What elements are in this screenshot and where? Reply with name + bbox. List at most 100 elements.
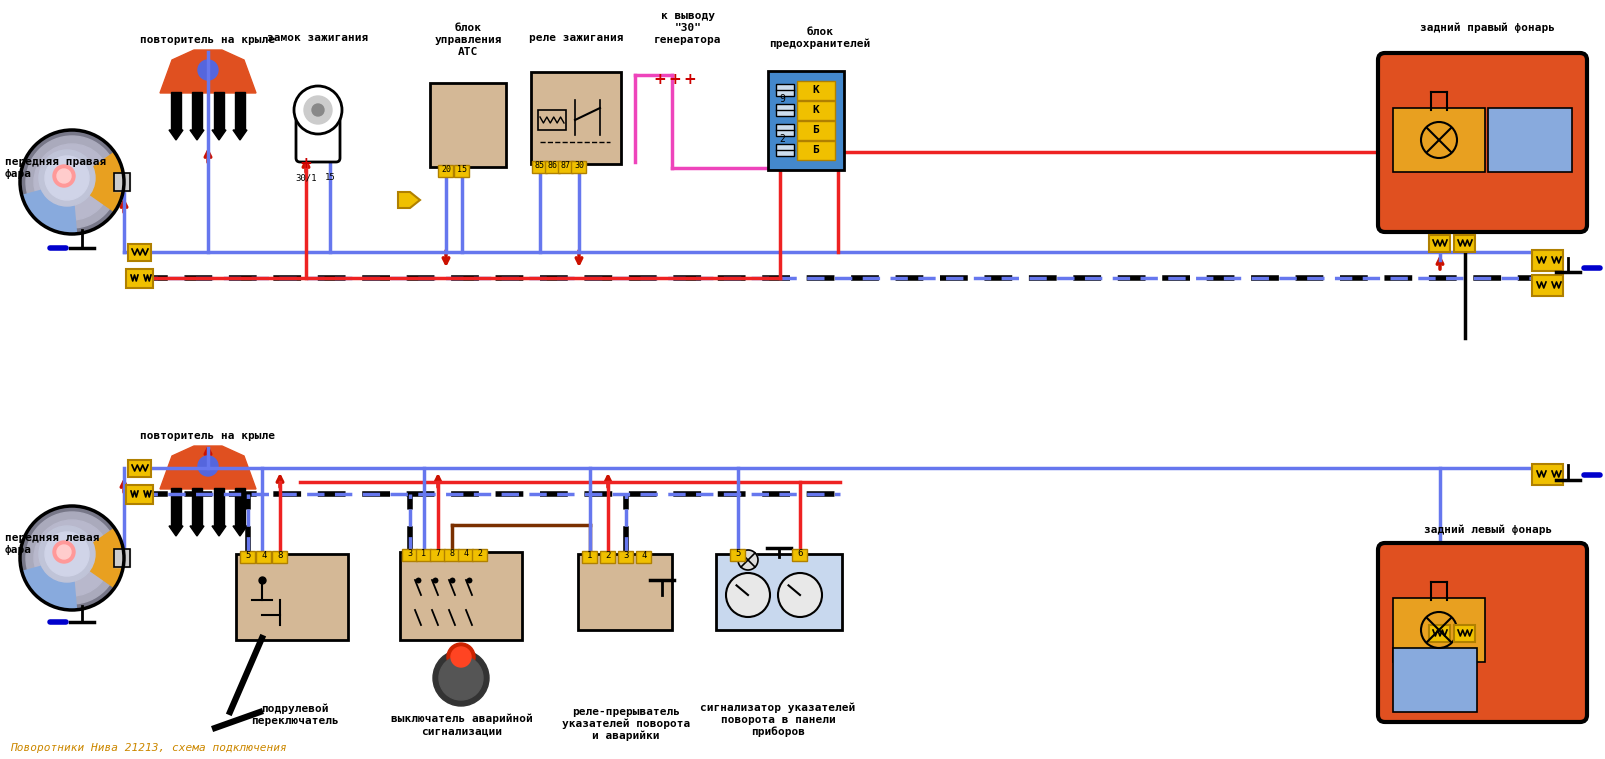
FancyBboxPatch shape	[796, 101, 835, 120]
Text: К: К	[812, 85, 819, 95]
FancyBboxPatch shape	[445, 549, 459, 560]
Wedge shape	[22, 182, 77, 234]
FancyBboxPatch shape	[730, 549, 745, 560]
FancyBboxPatch shape	[1392, 648, 1477, 712]
FancyBboxPatch shape	[128, 459, 151, 477]
Text: 1: 1	[587, 552, 592, 560]
FancyBboxPatch shape	[767, 71, 844, 170]
Polygon shape	[169, 526, 183, 536]
Text: 3: 3	[623, 552, 628, 560]
FancyBboxPatch shape	[457, 549, 473, 560]
Text: Б: Б	[812, 125, 819, 135]
Bar	[234, 488, 246, 526]
Circle shape	[45, 156, 88, 200]
FancyBboxPatch shape	[1531, 464, 1563, 484]
Bar	[775, 84, 793, 96]
Text: 20: 20	[441, 165, 451, 175]
Bar	[114, 549, 130, 567]
Text: подрулевой
переключатель: подрулевой переключатель	[250, 704, 339, 726]
Text: 9: 9	[778, 94, 785, 104]
Bar	[538, 110, 565, 130]
FancyBboxPatch shape	[791, 549, 807, 560]
Text: 30/1: 30/1	[295, 174, 316, 182]
FancyBboxPatch shape	[430, 83, 506, 167]
Circle shape	[45, 532, 88, 576]
FancyBboxPatch shape	[1488, 108, 1571, 172]
Text: реле зажигания: реле зажигания	[528, 33, 623, 43]
Text: сигнализатор указателей
поворота в панели
приборов: сигнализатор указателей поворота в панел…	[700, 703, 855, 737]
Bar	[234, 92, 246, 130]
Text: +: +	[668, 73, 681, 87]
FancyBboxPatch shape	[1428, 235, 1449, 251]
FancyBboxPatch shape	[578, 554, 671, 630]
Bar	[775, 144, 793, 156]
Bar	[114, 173, 130, 191]
FancyBboxPatch shape	[1454, 625, 1475, 641]
Wedge shape	[72, 152, 124, 212]
FancyBboxPatch shape	[454, 165, 469, 177]
Polygon shape	[233, 526, 247, 536]
Text: 2: 2	[778, 134, 785, 144]
Bar	[170, 92, 181, 130]
FancyBboxPatch shape	[583, 550, 597, 562]
Text: 15: 15	[457, 165, 467, 175]
Text: 5: 5	[246, 552, 250, 560]
Polygon shape	[160, 50, 255, 93]
Circle shape	[39, 150, 95, 206]
FancyBboxPatch shape	[430, 549, 445, 560]
Circle shape	[446, 643, 475, 671]
Text: 8: 8	[449, 550, 454, 559]
FancyBboxPatch shape	[257, 550, 271, 562]
FancyBboxPatch shape	[600, 550, 615, 562]
Text: 2: 2	[605, 552, 610, 560]
FancyBboxPatch shape	[716, 554, 841, 630]
Text: К: К	[812, 105, 819, 115]
FancyBboxPatch shape	[636, 550, 652, 562]
FancyBboxPatch shape	[438, 165, 453, 177]
Circle shape	[53, 165, 75, 187]
Polygon shape	[398, 192, 421, 208]
Text: замок зажигания: замок зажигания	[266, 33, 369, 43]
FancyBboxPatch shape	[416, 549, 432, 560]
Text: 15: 15	[324, 174, 335, 182]
Bar	[193, 488, 202, 526]
Bar	[114, 173, 130, 191]
Bar	[213, 488, 223, 526]
Text: передняя левая
фара: передняя левая фара	[5, 534, 100, 555]
Circle shape	[725, 573, 769, 617]
Circle shape	[738, 550, 758, 570]
Circle shape	[53, 541, 75, 563]
Bar	[213, 92, 223, 130]
FancyBboxPatch shape	[127, 484, 154, 503]
FancyBboxPatch shape	[295, 99, 340, 162]
Text: повторитель на крыле: повторитель на крыле	[140, 35, 276, 45]
Text: выключатель аварийной
сигнализации: выключатель аварийной сигнализации	[392, 714, 533, 736]
Circle shape	[19, 130, 124, 234]
Polygon shape	[233, 130, 247, 140]
Circle shape	[311, 104, 324, 116]
Text: передняя правая
фара: передняя правая фара	[5, 157, 106, 179]
Circle shape	[197, 456, 218, 476]
Circle shape	[34, 520, 109, 596]
Circle shape	[197, 60, 218, 80]
Bar	[775, 124, 793, 136]
Text: задний правый фонарь: задний правый фонарь	[1419, 23, 1555, 33]
FancyBboxPatch shape	[241, 550, 255, 562]
Circle shape	[438, 656, 483, 700]
FancyBboxPatch shape	[1377, 53, 1586, 232]
Circle shape	[39, 526, 95, 582]
Text: 8: 8	[278, 552, 282, 560]
Text: Поворотники Нива 21213, схема подключения: Поворотники Нива 21213, схема подключени…	[10, 743, 287, 753]
Text: 85: 85	[534, 162, 544, 171]
Wedge shape	[72, 528, 124, 587]
FancyBboxPatch shape	[1531, 250, 1563, 270]
FancyBboxPatch shape	[400, 552, 522, 640]
Text: 7: 7	[435, 550, 440, 559]
Text: Б: Б	[812, 145, 819, 155]
FancyBboxPatch shape	[533, 160, 547, 172]
FancyBboxPatch shape	[403, 549, 417, 560]
Wedge shape	[22, 558, 77, 610]
Bar	[114, 549, 130, 567]
Text: +: +	[684, 73, 697, 87]
Text: 5: 5	[735, 550, 740, 559]
